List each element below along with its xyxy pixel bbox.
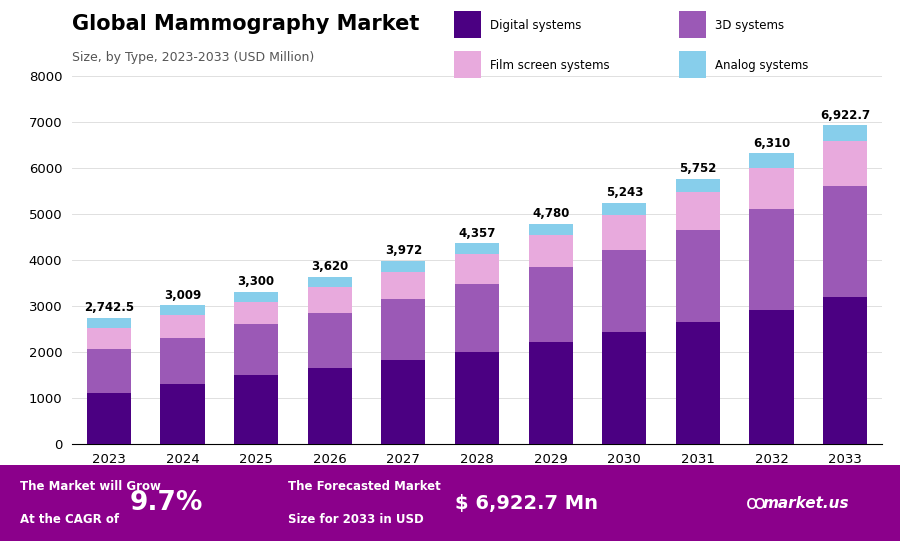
- Text: 2,742.5: 2,742.5: [84, 301, 134, 314]
- Bar: [750, 168, 794, 209]
- Bar: [824, 141, 868, 186]
- Bar: [308, 313, 352, 368]
- Bar: [750, 311, 794, 444]
- Bar: [454, 352, 500, 444]
- Text: 3,009: 3,009: [164, 288, 201, 301]
- Bar: [750, 154, 794, 168]
- Bar: [308, 368, 352, 444]
- Bar: [234, 324, 278, 374]
- Bar: [528, 342, 572, 444]
- Bar: [234, 301, 278, 324]
- Bar: [454, 243, 500, 254]
- Bar: [528, 235, 572, 267]
- Text: 3,300: 3,300: [238, 275, 274, 288]
- Bar: [454, 51, 481, 78]
- Bar: [160, 384, 204, 444]
- Bar: [528, 267, 572, 342]
- Bar: [86, 349, 130, 393]
- Bar: [602, 249, 646, 332]
- Bar: [382, 360, 426, 444]
- Bar: [602, 215, 646, 249]
- Text: Size for 2033 in USD: Size for 2033 in USD: [288, 513, 424, 526]
- Bar: [454, 284, 500, 352]
- Text: 4,357: 4,357: [458, 227, 496, 240]
- Text: The Market will Grow: The Market will Grow: [20, 480, 161, 493]
- Text: 3D systems: 3D systems: [715, 18, 784, 31]
- Bar: [454, 254, 500, 284]
- Text: 6,922.7: 6,922.7: [820, 109, 870, 122]
- Bar: [160, 305, 204, 315]
- Text: 3,972: 3,972: [384, 245, 422, 258]
- Text: The Forecasted Market: The Forecasted Market: [288, 480, 441, 493]
- Bar: [676, 230, 720, 322]
- Text: ꝏ: ꝏ: [746, 493, 766, 513]
- Bar: [602, 202, 646, 215]
- Text: Size, by Type, 2023-2033 (USD Million): Size, by Type, 2023-2033 (USD Million): [72, 51, 314, 64]
- Bar: [308, 277, 352, 287]
- Text: At the CAGR of: At the CAGR of: [20, 513, 119, 526]
- Bar: [676, 192, 720, 230]
- Bar: [750, 209, 794, 311]
- Bar: [382, 299, 426, 360]
- Bar: [824, 126, 868, 141]
- Bar: [160, 338, 204, 384]
- Text: Digital systems: Digital systems: [490, 18, 581, 31]
- Bar: [824, 298, 868, 444]
- Text: Analog systems: Analog systems: [715, 58, 808, 72]
- Bar: [528, 224, 572, 235]
- Text: $ 6,922.7 Mn: $ 6,922.7 Mn: [455, 493, 598, 513]
- Bar: [602, 332, 646, 444]
- Text: 4,780: 4,780: [532, 207, 570, 220]
- Bar: [824, 186, 868, 298]
- Bar: [234, 292, 278, 301]
- Text: 9.7%: 9.7%: [130, 490, 203, 516]
- Text: market.us: market.us: [762, 496, 849, 511]
- Text: 5,752: 5,752: [680, 162, 716, 175]
- Bar: [86, 393, 130, 444]
- Text: 6,310: 6,310: [753, 137, 790, 150]
- Text: Film screen systems: Film screen systems: [490, 58, 609, 72]
- Bar: [676, 179, 720, 192]
- Text: 5,243: 5,243: [606, 186, 643, 199]
- Bar: [382, 272, 426, 299]
- Bar: [454, 11, 481, 38]
- Bar: [680, 51, 706, 78]
- Bar: [680, 11, 706, 38]
- Text: 3,620: 3,620: [311, 260, 348, 274]
- Text: Global Mammography Market: Global Mammography Market: [72, 14, 419, 34]
- Bar: [86, 328, 130, 349]
- Bar: [382, 261, 426, 272]
- Bar: [676, 322, 720, 444]
- Bar: [308, 287, 352, 313]
- Bar: [160, 315, 204, 338]
- Bar: [234, 374, 278, 444]
- Bar: [86, 318, 130, 328]
